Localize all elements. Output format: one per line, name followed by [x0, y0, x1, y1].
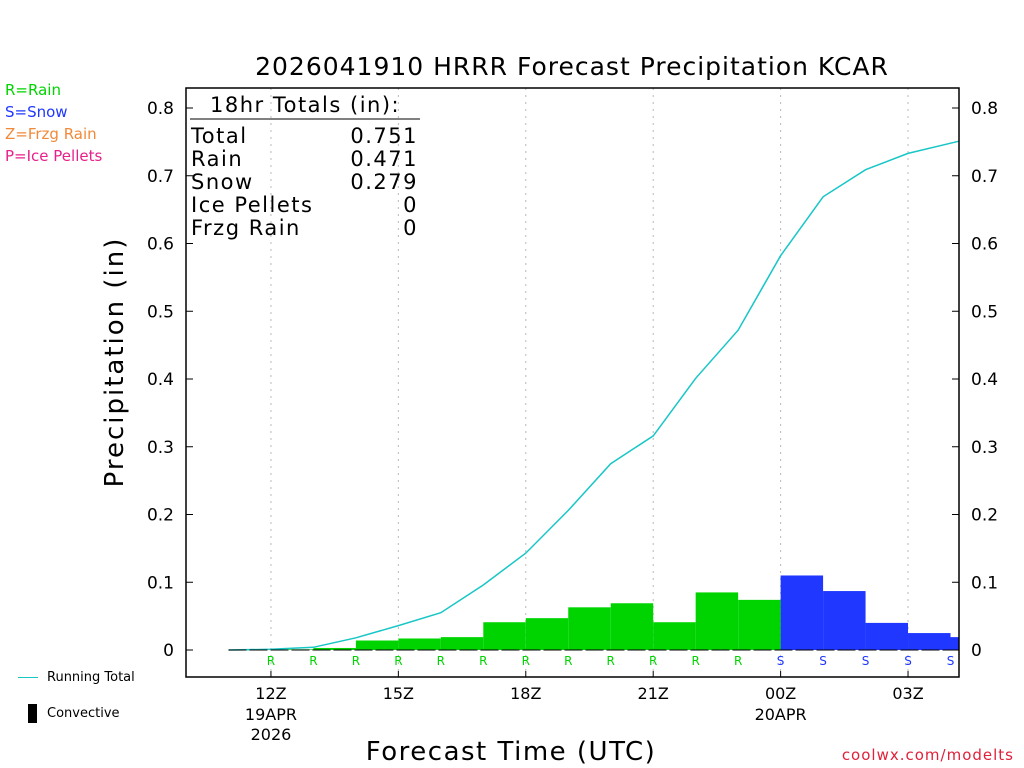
y-axis-label: Precipitation (in) [100, 237, 130, 488]
precip-bar [525, 618, 569, 650]
precip-type-label: R [564, 654, 572, 668]
y-tick-label-left: 0.3 [147, 438, 174, 458]
y-tick-label-left: 0.6 [147, 235, 174, 255]
type-legend: R=Rain S=Snow Z=Frzg Rain P=Ice Pellets [5, 79, 102, 167]
precip-type-label: R [607, 654, 615, 668]
precip-bar [950, 637, 959, 650]
x-tick-date: 19APR [245, 705, 297, 724]
precip-bar [610, 603, 654, 650]
x-tick-label: 18Z [510, 684, 541, 703]
precip-type-label: R [394, 654, 402, 668]
totals-row-label: Ice Pellets [191, 193, 313, 217]
y-tick-label-left: 0 [163, 641, 174, 661]
precip-bar [653, 622, 696, 650]
x-tick-label: 12Z [255, 684, 286, 703]
y-tick-label-right: 0.1 [971, 573, 998, 593]
plot-frame [185, 87, 960, 678]
running-total-line-group [228, 140, 960, 651]
precip-bar [355, 640, 399, 650]
precip-type-label: S [819, 654, 827, 668]
x-tick-label: 03Z [892, 684, 923, 703]
y-tick-label-left: 0.7 [147, 167, 174, 187]
precip-type-label: R [309, 654, 317, 668]
precip-type-label: R [437, 654, 445, 668]
x-tick-date: 20APR [755, 705, 807, 724]
precip-bar [695, 592, 739, 650]
precip-type-label: S [862, 654, 870, 668]
y-tick-label-right: 0.7 [971, 167, 998, 187]
y-tick-label-right: 0.4 [971, 370, 998, 390]
precip-bar [398, 638, 441, 650]
x-tick-label: 21Z [638, 684, 669, 703]
x-tick-year: 2026 [251, 725, 292, 744]
y-tick-label-left: 0.1 [147, 573, 174, 593]
running-total-line [228, 140, 960, 651]
precip-bar [823, 591, 866, 650]
axis-labels: 0 00.1 0.10.2 0.20.3 0.30.4 0.40.5 0.50.6 0.60.… [147, 99, 998, 744]
y-tick-label-right: 0.3 [971, 438, 998, 458]
totals-row-value: 0 [403, 216, 418, 240]
axes [185, 87, 960, 678]
running-total-legend-line [18, 677, 38, 678]
totals-row-value: 0.751 [350, 124, 418, 148]
y-tick-label-left: 0.4 [147, 370, 174, 390]
precip-type-label: S [947, 654, 955, 668]
legend-frzg-rain: Z=Frzg Rain [5, 125, 97, 143]
y-tick-label-right: 0.8 [971, 99, 998, 119]
precip-bar [483, 622, 526, 650]
precip-bar [738, 599, 781, 650]
y-tick-label-right: 0.2 [971, 506, 998, 526]
totals-row-value: 0.279 [350, 170, 418, 194]
precip-bar [780, 575, 824, 650]
precip-bar [568, 607, 611, 650]
totals-row-label: Total [190, 124, 248, 148]
precip-type-label: R [522, 654, 530, 668]
chart-title: 2026041910 HRRR Forecast Precipitation K… [255, 52, 889, 81]
running-total-legend-label: Running Total [47, 670, 135, 685]
legend-snow: S=Snow [5, 103, 68, 121]
legend-ice-pellets: P=Ice Pellets [5, 147, 103, 165]
precip-type-label: R [691, 654, 699, 668]
precip-bar [865, 622, 909, 650]
totals-row-label: Frzg Rain [191, 216, 301, 240]
y-tick-label-left: 0.5 [147, 302, 174, 322]
precip-type-label: S [777, 654, 785, 668]
totals-row-value: 0.471 [350, 147, 418, 171]
totals-header: 18hr Totals (in): [210, 93, 400, 117]
precip-type-label: R [267, 654, 275, 668]
x-tick-label: 15Z [383, 684, 414, 703]
y-tick-label-left: 0.2 [147, 506, 174, 526]
x-tick-label: 00Z [765, 684, 796, 703]
precip-type-label: R [649, 654, 657, 668]
precip-bar [313, 647, 356, 650]
y-tick-label-left: 0.8 [147, 99, 174, 119]
gridlines [270, 88, 909, 677]
precip-bar [440, 637, 484, 650]
y-tick-label-right: 0 [971, 641, 982, 661]
y-tick-label-right: 0.5 [971, 302, 998, 322]
precip-type-label: R [352, 654, 360, 668]
precip-bar [908, 633, 951, 650]
legend-rain: R=Rain [5, 81, 61, 99]
precip-type-label: R [479, 654, 487, 668]
totals-box: 18hr Totals (in): Total 0.751 Rain 0.471 Sno… [190, 93, 420, 240]
precip-type-label: R [734, 654, 742, 668]
convective-legend-swatch [28, 704, 37, 723]
y-tick-label-right: 0.6 [971, 235, 998, 255]
totals-row-label: Rain [191, 147, 243, 171]
precip-type-label: S [904, 654, 912, 668]
precip-bars [270, 575, 959, 650]
watermark: coolwx.com/modelts [841, 746, 1014, 764]
convective-legend-label: Convective [47, 706, 120, 721]
totals-row-value: 0 [403, 193, 418, 217]
totals-row-label: Snow [191, 170, 254, 194]
x-axis-label: Forecast Time (UTC) [366, 737, 657, 767]
